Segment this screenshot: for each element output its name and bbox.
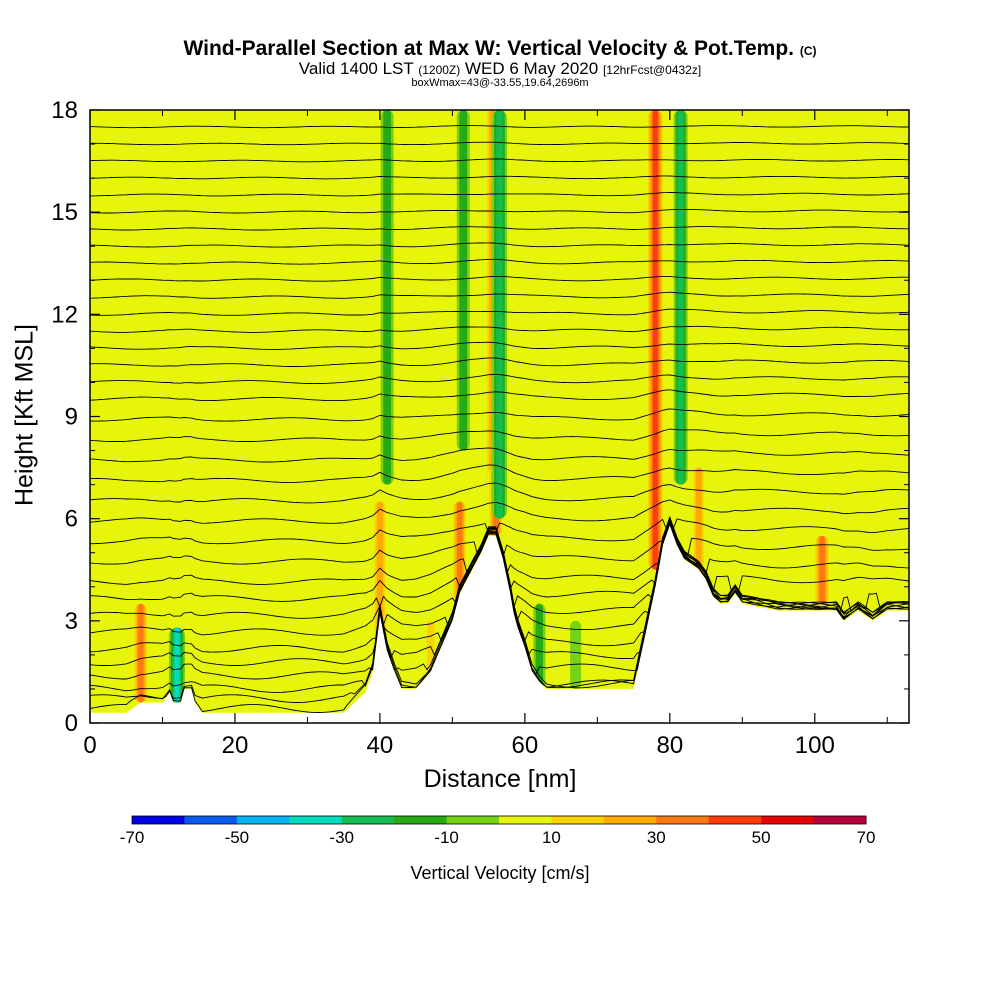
colorbar-swatch bbox=[446, 816, 500, 824]
chart-subtitle: Valid 1400 LST (1200Z) WED 6 May 2020 [1… bbox=[0, 59, 1000, 79]
downdraft-band bbox=[174, 627, 180, 703]
x-tick-label: 0 bbox=[83, 732, 96, 759]
theta-contour bbox=[90, 428, 909, 442]
theta-contour bbox=[90, 408, 909, 422]
subtitle-forecast: [12hrFcst@0432z] bbox=[602, 63, 702, 77]
colorbar-swatch bbox=[499, 816, 552, 824]
theta-contour bbox=[90, 308, 909, 316]
x-axis-label: Distance [nm] bbox=[423, 765, 577, 793]
colorbar-swatch bbox=[236, 816, 290, 824]
colorbar-tick-label: -30 bbox=[329, 828, 354, 847]
theta-contour bbox=[90, 341, 909, 350]
downdraft-band bbox=[459, 110, 468, 451]
updraft-band bbox=[881, 501, 893, 604]
colorbar-swatch bbox=[603, 816, 657, 824]
theta-contour bbox=[90, 275, 909, 282]
velocity-field bbox=[90, 110, 909, 723]
colorbar-swatch bbox=[341, 816, 395, 824]
theta-contour bbox=[90, 447, 909, 463]
theta-contour bbox=[90, 389, 909, 402]
downdraft-band bbox=[535, 603, 543, 689]
theta-contour bbox=[90, 242, 909, 248]
colorbar-swatch bbox=[813, 816, 867, 824]
theta-contour bbox=[90, 516, 909, 545]
y-tick-label: 6 bbox=[65, 506, 78, 533]
theta-contour bbox=[90, 191, 909, 197]
colorbar-swatch bbox=[289, 816, 343, 824]
y-tick-label: 15 bbox=[51, 199, 78, 226]
colorbar-swatch bbox=[394, 816, 448, 824]
updraft-band bbox=[819, 535, 825, 604]
updraft-band bbox=[456, 501, 463, 604]
x-tick-label: 60 bbox=[512, 732, 539, 759]
colorbar: -70 -50 -30 -10 10 30 50 70 bbox=[120, 815, 876, 847]
y-tick-label: 0 bbox=[65, 710, 78, 737]
downdraft-band bbox=[677, 110, 684, 485]
theta-contour bbox=[90, 499, 909, 524]
updraft-band bbox=[695, 467, 702, 570]
y-tick-label: 18 bbox=[51, 97, 78, 124]
colorbar-label: Vertical Velocity [cm/s] bbox=[410, 863, 590, 883]
x-tick-label: 100 bbox=[795, 732, 835, 759]
colorbar-tick-label: -10 bbox=[434, 828, 459, 847]
subtitle-valid: Valid 1400 LST bbox=[298, 59, 414, 78]
theta-contour bbox=[90, 141, 909, 146]
colorbar-swatch bbox=[656, 816, 710, 824]
theta-contour bbox=[90, 518, 909, 565]
downdraft-band bbox=[496, 110, 503, 519]
theta-contour bbox=[90, 125, 909, 129]
colorbar-tick-label: 70 bbox=[857, 828, 876, 847]
theta-contour bbox=[90, 464, 909, 483]
colorbar-swatch bbox=[132, 816, 185, 824]
subtitle-zulu: (1200Z) bbox=[418, 63, 461, 77]
colorbar-swatch bbox=[551, 816, 605, 824]
y-tick-label: 9 bbox=[65, 404, 78, 431]
theta-contour bbox=[90, 226, 909, 231]
chart-title-text: Wind-Parallel Section at Max W: Vertical… bbox=[183, 37, 794, 60]
theta-contour bbox=[90, 373, 909, 385]
colorbar-tick-label: 50 bbox=[752, 828, 771, 847]
colorbar-swatch bbox=[761, 816, 815, 824]
colorbar-frame bbox=[131, 815, 867, 825]
theta-contour bbox=[90, 325, 909, 333]
subtitle-date: WED 6 May 2020 bbox=[464, 59, 599, 78]
theta-contour bbox=[90, 521, 909, 602]
x-tick-label: 40 bbox=[367, 732, 394, 759]
downdraft-band bbox=[383, 110, 392, 485]
updraft-band bbox=[652, 110, 658, 570]
colorbar-tick-label: -70 bbox=[120, 828, 145, 847]
y-axis-label: Height [Kft MSL] bbox=[10, 323, 39, 507]
theta-contour bbox=[90, 482, 909, 504]
y-tick-label: 3 bbox=[65, 608, 78, 635]
terrain bbox=[90, 525, 909, 723]
theta-contour bbox=[90, 175, 909, 180]
theta-contour bbox=[90, 258, 909, 265]
downdraft-band bbox=[570, 620, 582, 689]
chart-note: boxWmax=43@-33.55,19.64,2696m bbox=[411, 77, 589, 89]
theta-contour bbox=[90, 158, 909, 163]
colorbar-tick-label: 30 bbox=[647, 828, 666, 847]
x-tick-label: 80 bbox=[656, 732, 683, 759]
theta-contour bbox=[90, 291, 909, 299]
updraft-band bbox=[138, 603, 144, 703]
y-tick-label: 12 bbox=[51, 301, 78, 328]
updraft-band bbox=[512, 110, 523, 621]
chart-title: Wind-Parallel Section at Max W: Vertical… bbox=[0, 37, 1000, 61]
x-tick-label: 20 bbox=[222, 732, 249, 759]
colorbar-tick-label: -50 bbox=[225, 828, 250, 847]
colorbar-swatch bbox=[184, 816, 238, 824]
theta-contour bbox=[90, 209, 909, 214]
theta-contours bbox=[90, 125, 909, 713]
copyright-mark: (C) bbox=[799, 44, 817, 58]
colorbar-tick-label: 10 bbox=[542, 828, 561, 847]
colorbar-swatch bbox=[708, 816, 762, 824]
theta-contour bbox=[90, 357, 909, 367]
